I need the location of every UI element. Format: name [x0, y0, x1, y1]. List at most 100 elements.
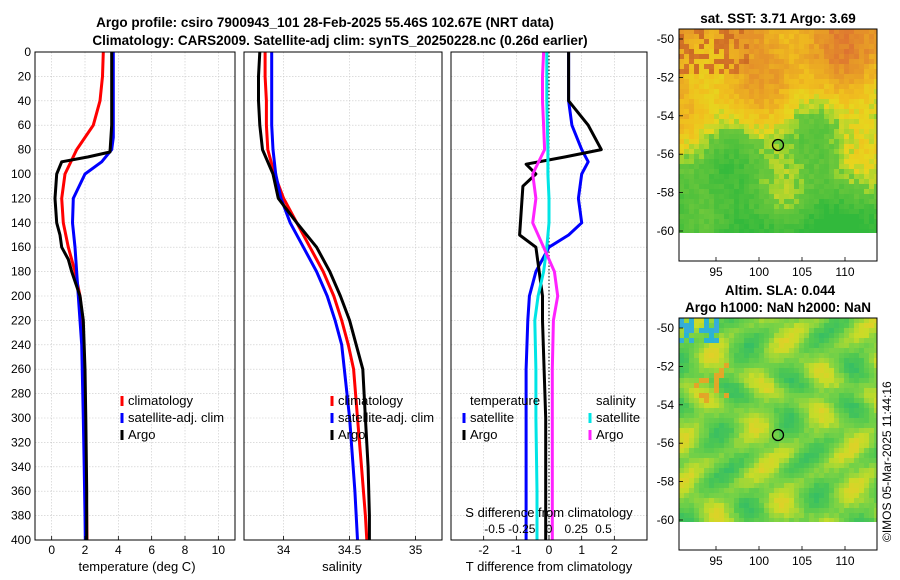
map-pixel: [774, 383, 780, 389]
map-pixel: [769, 338, 775, 344]
map-pixel: [759, 438, 765, 444]
map-pixel: [734, 338, 740, 344]
map-pixel: [699, 209, 705, 215]
map-pixel: [769, 498, 775, 504]
map-pixel: [859, 179, 865, 185]
map-pixel: [699, 503, 705, 509]
map-pixel: [819, 338, 825, 344]
map-pixel: [869, 453, 875, 459]
map-pixel: [864, 513, 870, 519]
map-pixel: [809, 99, 815, 105]
map-pixel: [814, 124, 820, 130]
map-pixel: [689, 508, 695, 514]
map-pixel: [714, 214, 720, 220]
map-pixel: [709, 54, 715, 60]
map-pixel: [819, 129, 825, 135]
map-pixel: [819, 79, 825, 85]
map-pixel: [819, 204, 825, 210]
map-pixel: [714, 318, 720, 324]
map-pixel: [839, 134, 845, 140]
map-pixel: [754, 114, 760, 120]
map-pixel: [849, 368, 855, 374]
map-pixel: [819, 34, 825, 40]
map-pixel: [849, 219, 855, 225]
map-pixel: [759, 368, 765, 374]
map-pixel: [809, 328, 815, 334]
map-pixel: [854, 84, 860, 90]
map-pixel: [814, 169, 820, 175]
map-pixel: [784, 378, 790, 384]
map-pixel: [704, 413, 710, 419]
map-pixel: [689, 388, 695, 394]
map-pixel: [689, 448, 695, 454]
map-pixel: [679, 129, 685, 135]
map-pixel: [844, 184, 850, 190]
map-pixel: [829, 169, 835, 175]
map-pixel: [849, 478, 855, 484]
map-pixel: [864, 448, 870, 454]
map-pixel: [834, 518, 840, 522]
map-pixel: [829, 174, 835, 180]
map-pixel: [714, 498, 720, 504]
map-pixel: [859, 34, 865, 40]
map-pixel: [839, 64, 845, 70]
map-pixel: [709, 44, 715, 50]
map-pixel: [799, 214, 805, 220]
map-pixel: [769, 473, 775, 479]
map-pixel: [694, 109, 700, 115]
map-pixel: [824, 343, 830, 349]
map-pixel: [679, 403, 685, 409]
map-pixel: [729, 458, 735, 464]
map-pixel: [834, 463, 840, 469]
x-tick-label: 2: [611, 543, 618, 557]
map-pixel: [784, 219, 790, 225]
map-pixel: [854, 119, 860, 125]
map-pixel: [849, 518, 855, 522]
map-pixel: [709, 378, 715, 384]
map-pixel: [774, 224, 780, 230]
map-pixel: [699, 423, 705, 429]
map-pixel: [699, 468, 705, 474]
map-pixel: [714, 493, 720, 499]
map-pixel: [819, 328, 825, 334]
map-pixel: [829, 139, 835, 145]
map-pixel: [819, 59, 825, 65]
map-pixel: [799, 373, 805, 379]
map-pixel: [854, 388, 860, 394]
map-pixel: [684, 378, 690, 384]
map-pixel: [689, 333, 695, 339]
map-pixel: [849, 209, 855, 215]
map-pixel: [869, 403, 875, 409]
map-pixel: [799, 144, 805, 150]
difference-panel: -2 -1 0 1 2 -0.5 -0.25 0 0.25 0.5 T difference f…: [450, 51, 648, 574]
map-pixel: [759, 403, 765, 409]
map-pixel: [719, 403, 725, 409]
map-pixel: [734, 413, 740, 419]
map-pixel: [754, 49, 760, 55]
map-pixel: [679, 159, 685, 165]
map-pixel: [869, 159, 875, 165]
map-pixel: [809, 373, 815, 379]
map-pixel: [789, 229, 795, 233]
map-pixel: [859, 348, 865, 354]
map-pixel: [779, 363, 785, 369]
map-pixel: [804, 453, 810, 459]
map-pixel: [874, 383, 877, 389]
temperature-panel: 0204060801001201401601802002202402602803…: [11, 45, 236, 574]
map-pixel: [769, 89, 775, 95]
map-pixel: [849, 488, 855, 494]
map-pixel: [864, 333, 870, 339]
map-pixel: [794, 69, 800, 75]
map-pixel: [734, 94, 740, 100]
map-pixel: [849, 184, 855, 190]
map-pixel: [739, 428, 745, 434]
map-pixel: [679, 29, 685, 35]
map-pixel: [819, 99, 825, 105]
map-pixel: [679, 104, 685, 110]
map-pixel: [684, 508, 690, 514]
map-pixel: [744, 89, 750, 95]
map-pixel: [869, 423, 875, 429]
map-pixel: [814, 199, 820, 205]
map-pixel: [719, 468, 725, 474]
map-pixel: [809, 84, 815, 90]
